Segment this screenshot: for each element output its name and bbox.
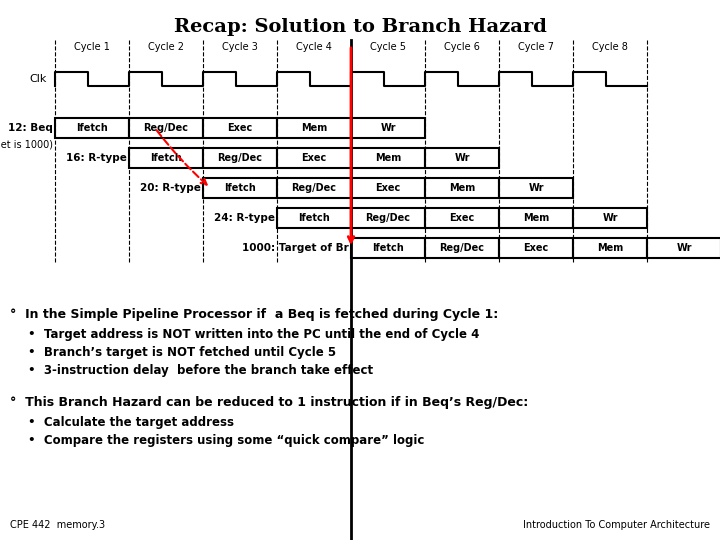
Text: Exec: Exec (228, 123, 253, 133)
Text: •  Compare the registers using some “quick compare” logic: • Compare the registers using some “quic… (28, 434, 424, 447)
Text: (target is 1000): (target is 1000) (0, 140, 53, 150)
Text: Mem: Mem (597, 243, 623, 253)
Text: Cycle 8: Cycle 8 (592, 42, 628, 52)
Bar (425, 238, 499, 258)
Text: Cycle 7: Cycle 7 (518, 42, 554, 52)
Text: Cycle 5: Cycle 5 (370, 42, 406, 52)
Text: °  This Branch Hazard can be reduced to 1 instruction if in Beq’s Reg/Dec:: ° This Branch Hazard can be reduced to 1… (10, 396, 528, 409)
Bar (55, 118, 129, 138)
Text: Mem: Mem (375, 153, 401, 163)
Text: Ifetch: Ifetch (224, 183, 256, 193)
Text: Wr: Wr (676, 243, 692, 253)
Text: Cycle 3: Cycle 3 (222, 42, 258, 52)
Bar (203, 178, 277, 198)
Text: Ifetch: Ifetch (372, 243, 404, 253)
Text: Ifetch: Ifetch (150, 153, 182, 163)
Text: Reg/Dec: Reg/Dec (292, 183, 336, 193)
Bar (351, 238, 425, 258)
Text: Cycle 1: Cycle 1 (74, 42, 110, 52)
Text: Reg/Dec: Reg/Dec (217, 153, 263, 163)
Bar (499, 238, 573, 258)
Bar (573, 208, 647, 228)
Text: Mem: Mem (523, 213, 549, 223)
Text: Cycle 4: Cycle 4 (296, 42, 332, 52)
Text: °  In the Simple Pipeline Processor if  a Beq is fetched during Cycle 1:: ° In the Simple Pipeline Processor if a … (10, 308, 498, 321)
Text: Ifetch: Ifetch (76, 123, 108, 133)
Bar (647, 238, 720, 258)
Text: CPE 442  memory.3: CPE 442 memory.3 (10, 520, 105, 530)
Text: •  3-instruction delay  before the branch take effect: • 3-instruction delay before the branch … (28, 364, 373, 377)
Text: Recap: Solution to Branch Hazard: Recap: Solution to Branch Hazard (174, 18, 546, 36)
Text: Reg/Dec: Reg/Dec (439, 243, 485, 253)
Text: Wr: Wr (380, 123, 396, 133)
Text: 1000: Target of Br: 1000: Target of Br (242, 243, 349, 253)
Bar (425, 178, 499, 198)
Text: Wr: Wr (602, 213, 618, 223)
Text: Cycle 2: Cycle 2 (148, 42, 184, 52)
Text: Clk: Clk (30, 74, 47, 84)
Text: •  Calculate the target address: • Calculate the target address (28, 416, 234, 429)
Text: Cycle 6: Cycle 6 (444, 42, 480, 52)
Bar (277, 208, 351, 228)
Bar (203, 118, 277, 138)
Text: Exec: Exec (302, 153, 327, 163)
Bar (351, 208, 425, 228)
Bar (573, 238, 647, 258)
Text: Exec: Exec (375, 183, 400, 193)
Text: 12: Beq: 12: Beq (8, 123, 53, 133)
Bar (277, 118, 351, 138)
Text: 16: R-type: 16: R-type (66, 153, 127, 163)
Bar (277, 178, 351, 198)
Text: Introduction To Computer Architecture: Introduction To Computer Architecture (523, 520, 710, 530)
Text: Mem: Mem (449, 183, 475, 193)
Bar (129, 148, 203, 168)
Text: Wr: Wr (528, 183, 544, 193)
Bar (499, 178, 573, 198)
Text: Ifetch: Ifetch (298, 213, 330, 223)
Bar (425, 148, 499, 168)
Text: Exec: Exec (523, 243, 549, 253)
Text: Reg/Dec: Reg/Dec (143, 123, 189, 133)
Text: Reg/Dec: Reg/Dec (366, 213, 410, 223)
Bar (277, 148, 351, 168)
Bar (203, 148, 277, 168)
Text: Mem: Mem (301, 123, 327, 133)
Bar (425, 208, 499, 228)
Bar (351, 118, 425, 138)
Bar (499, 208, 573, 228)
Text: •  Target address is NOT written into the PC until the end of Cycle 4: • Target address is NOT written into the… (28, 328, 480, 341)
Text: 24: R-type: 24: R-type (214, 213, 275, 223)
Bar (351, 148, 425, 168)
Text: •  Branch’s target is NOT fetched until Cycle 5: • Branch’s target is NOT fetched until C… (28, 346, 336, 359)
Text: 20: R-type: 20: R-type (140, 183, 201, 193)
Text: Exec: Exec (449, 213, 474, 223)
Text: Wr: Wr (454, 153, 469, 163)
Bar (129, 118, 203, 138)
Bar (351, 178, 425, 198)
